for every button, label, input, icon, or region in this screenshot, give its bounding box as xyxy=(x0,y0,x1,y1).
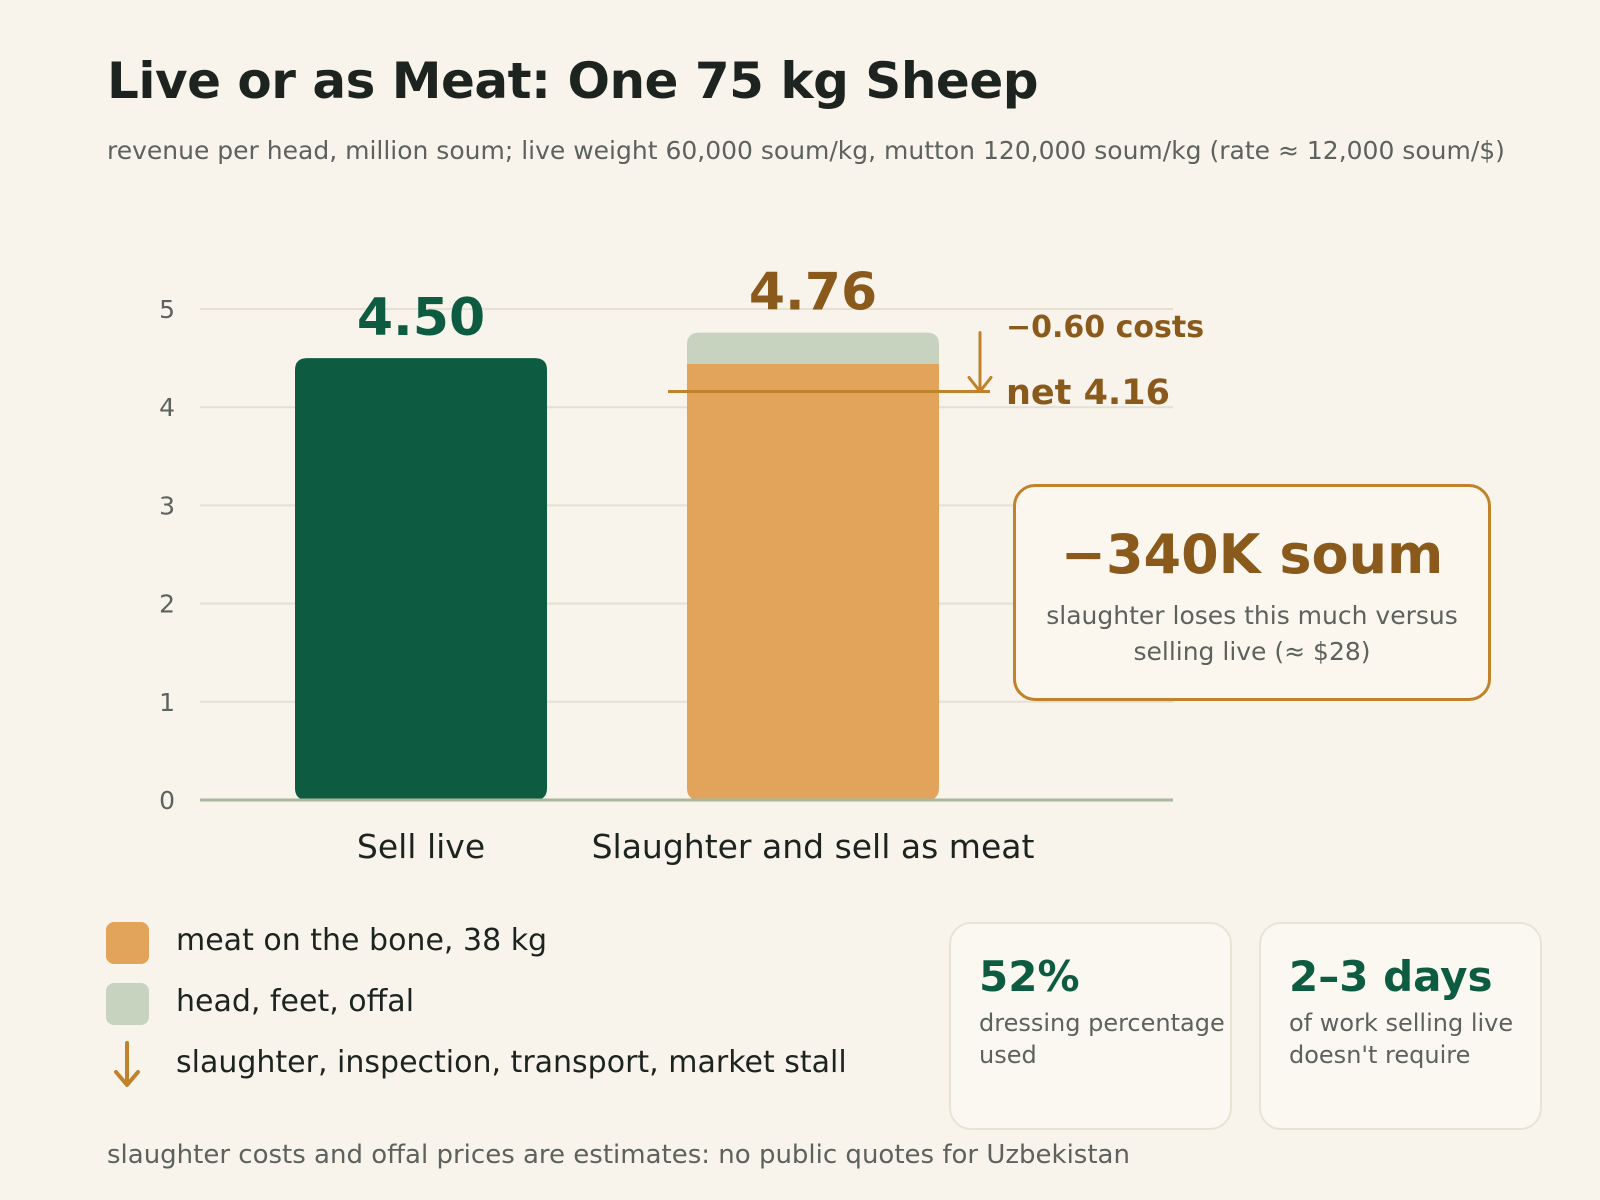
cost-label: −0.60 costs xyxy=(1006,310,1204,345)
loss-description: slaughter loses this much versus selling… xyxy=(1046,601,1458,666)
bar-segment-offal xyxy=(687,332,939,364)
bar-total-label: 4.76 xyxy=(749,263,877,323)
stat-card-days: 2–3 days of work selling live doesn't re… xyxy=(1259,922,1542,1130)
bar-segment-live xyxy=(295,358,547,800)
legend-swatch-offal xyxy=(106,983,149,1025)
loss-value: −340K soum xyxy=(1060,523,1444,586)
legend-label-costs: slaughter, inspection, transport, market… xyxy=(176,1045,847,1080)
x-category-label: Sell live xyxy=(357,827,485,866)
stat-desc-days: of work selling live doesn't require xyxy=(1289,1009,1514,1069)
y-tick-label: 1 xyxy=(159,688,175,717)
y-tick-label: 5 xyxy=(159,295,175,324)
chart-title: Live or as Meat: One 75 kg Sheep xyxy=(107,52,1039,110)
footnote: slaughter costs and offal prices are est… xyxy=(107,1140,1130,1170)
bar-chart: 0 1 2 3 4 5 4.50 Sell live 4.76 Slaughter and sel… xyxy=(159,263,1204,866)
cost-arrow-head xyxy=(967,375,993,393)
x-category-label: Slaughter and sell as meat xyxy=(592,827,1035,866)
bar-segment-meat xyxy=(687,363,939,800)
y-tick-label: 2 xyxy=(159,590,175,619)
stat-value-days: 2–3 days xyxy=(1289,952,1493,1001)
bar-total-label: 4.50 xyxy=(357,288,485,348)
stat-card-dressing: 52% dressing percentage used xyxy=(949,922,1232,1130)
net-label: net 4.16 xyxy=(1006,373,1170,413)
y-tick-label: 4 xyxy=(159,393,175,422)
chart-subtitle: revenue per head, million soum; live wei… xyxy=(107,136,1505,165)
stat-desc-dressing: dressing percentage used xyxy=(979,1009,1225,1069)
y-tick-label: 3 xyxy=(159,491,175,520)
loss-callout: −340K soum slaughter loses this much ver… xyxy=(1013,484,1491,701)
y-tick-label: 0 xyxy=(159,786,175,815)
down-arrow-icon xyxy=(114,1041,140,1087)
legend-swatch-meat xyxy=(106,922,149,964)
legend-label-meat: meat on the bone, 38 kg xyxy=(176,923,548,958)
stat-value-dressing: 52% xyxy=(979,952,1080,1001)
legend-label-offal: head, feet, offal xyxy=(176,984,415,1019)
